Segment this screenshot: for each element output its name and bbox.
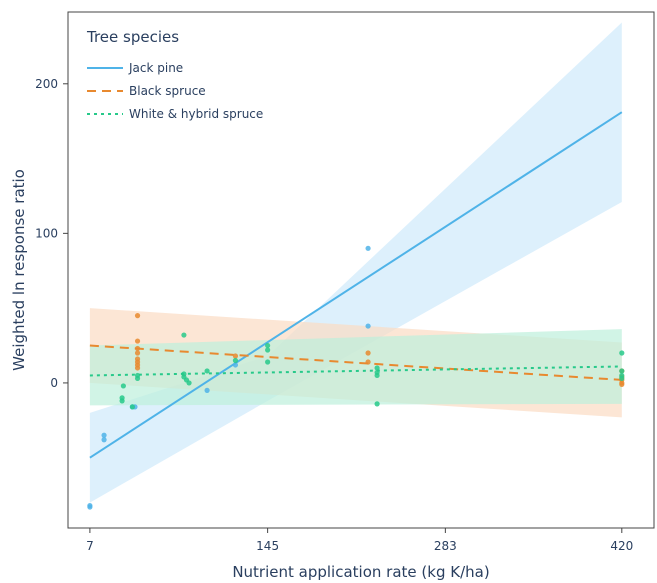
x-tick-label: 283 <box>434 539 457 553</box>
legend-title: Tree species <box>86 28 179 46</box>
data-point-2 <box>374 401 380 407</box>
legend-label-0: Jack pine <box>128 61 183 75</box>
data-point-0 <box>204 387 210 393</box>
legend: Tree species Jack pine Black spruce White … <box>86 28 263 121</box>
data-point-2 <box>619 368 625 374</box>
data-point-2 <box>204 368 210 374</box>
data-point-2 <box>619 375 625 382</box>
data-point-1 <box>619 381 625 388</box>
confidence-bands <box>89 22 622 503</box>
ci-band-2 <box>89 329 622 406</box>
regression-line-0 <box>89 111 623 459</box>
data-point-1 <box>134 345 141 352</box>
data-point-0 <box>232 362 239 368</box>
plot-frame <box>67 11 655 529</box>
y-axis-title: Weighted ln response ratio <box>10 169 28 371</box>
data-point-2 <box>374 372 380 379</box>
data-point-2 <box>120 383 126 389</box>
x-axis-title: Nutrient application rate (kg K/ha) <box>232 563 489 581</box>
data-point-1 <box>134 365 141 371</box>
data-point-1 <box>232 353 239 359</box>
y-tick-label: 100 <box>35 226 58 240</box>
data-point-0 <box>101 432 107 438</box>
data-point-2 <box>265 359 271 365</box>
data-point-2 <box>181 332 187 338</box>
data-point-1 <box>365 359 371 365</box>
data-points <box>87 245 625 510</box>
data-point-2 <box>186 380 192 386</box>
data-point-1 <box>365 350 371 356</box>
data-point-0 <box>87 504 93 510</box>
y-tick-label: 200 <box>35 77 58 91</box>
data-point-2 <box>265 347 271 353</box>
data-point-2 <box>119 398 125 404</box>
data-point-1 <box>134 313 141 319</box>
y-tick-label: 0 <box>50 376 58 390</box>
data-point-2 <box>265 342 271 349</box>
data-point-0 <box>101 437 107 443</box>
data-point-1 <box>134 338 141 344</box>
data-point-2 <box>232 357 239 364</box>
data-point-1 <box>134 350 141 356</box>
data-point-2 <box>374 365 380 371</box>
x-axis-ticks: 7 145 283 420 <box>86 528 633 553</box>
legend-label-1: Black spruce <box>129 84 206 98</box>
data-point-0 <box>365 245 371 251</box>
data-point-2 <box>619 350 625 356</box>
legend-label-2: White & hybrid spruce <box>129 107 263 121</box>
data-point-0 <box>365 323 371 329</box>
regression-lines <box>89 111 623 459</box>
data-point-2 <box>134 375 141 382</box>
x-tick-label: 7 <box>86 539 94 553</box>
regression-line-2 <box>89 365 622 377</box>
x-tick-label: 145 <box>256 539 279 553</box>
y-axis-ticks: 0 100 200 <box>35 77 68 390</box>
data-point-2 <box>129 404 135 410</box>
x-tick-label: 420 <box>610 539 633 553</box>
